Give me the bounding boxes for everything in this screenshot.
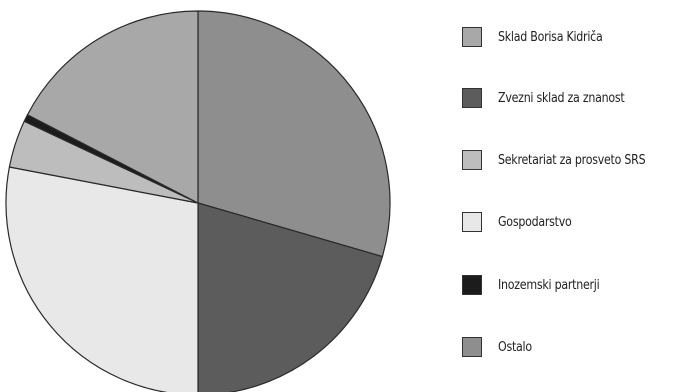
legend-item-ostalo: Ostalo — [462, 336, 538, 358]
legend-item-sklad-borisa-kidrica: Sklad Borisa Kidriča — [462, 26, 621, 48]
pie-slices — [5, 10, 391, 392]
legend-swatch — [462, 212, 482, 232]
legend-item-zvezni-sklad-za-znanost: Zvezni sklad za znanost — [462, 87, 647, 109]
pie-slice-sklad-borisa-kidrica — [26, 10, 199, 204]
legend-swatch — [462, 337, 482, 357]
pie-slice-zvezni-sklad-za-znanost — [197, 202, 383, 392]
legend-swatch — [462, 275, 482, 295]
legend-item-gospodarstvo: Gospodarstvo — [462, 211, 585, 233]
legend-swatch — [462, 150, 482, 170]
legend-label: Zvezni sklad za znanost — [498, 90, 625, 106]
legend-label: Ostalo — [498, 339, 532, 355]
legend-swatch — [462, 27, 482, 47]
legend-label: Sekretariat za prosveto SRS — [498, 152, 646, 168]
legend-label: Gospodarstvo — [498, 214, 572, 230]
legend-item-inozemski-partnerji: Inozemski partnerji — [462, 274, 617, 296]
legend-label: Sklad Borisa Kidriča — [498, 29, 603, 45]
pie-slice-ostalo — [197, 10, 391, 258]
legend-item-sekretariat-za-prosveto-srs: Sekretariat za prosveto SRS — [462, 149, 671, 171]
legend-label: Inozemski partnerji — [498, 277, 600, 293]
pie-slice-gospodarstvo — [5, 166, 199, 392]
legend-swatch — [462, 88, 482, 108]
